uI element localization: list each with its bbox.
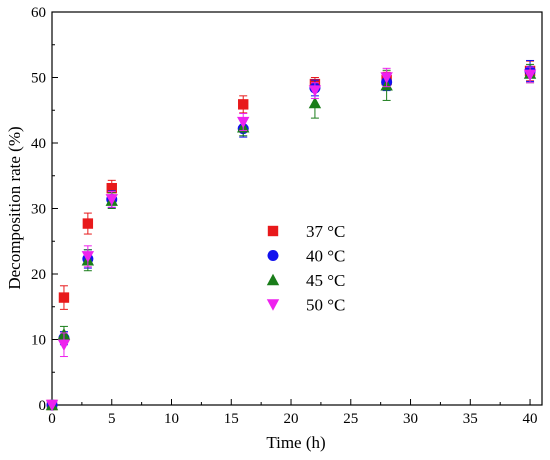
data-point	[57, 339, 71, 351]
y-tick-label: 20	[31, 267, 46, 283]
data-point	[308, 85, 322, 97]
x-tick-label: 10	[164, 411, 179, 427]
series-3	[45, 63, 537, 411]
data-point	[380, 72, 393, 84]
x-axis-label: Time (h)	[266, 433, 325, 452]
data-point	[45, 399, 59, 412]
y-tick-label: 50	[31, 71, 46, 87]
plot-frame	[51, 11, 543, 406]
x-tick-label: 35	[463, 411, 478, 427]
legend-marker	[267, 250, 279, 261]
x-tick-label: 15	[224, 411, 239, 427]
x-tick-label: 40	[523, 411, 538, 427]
data-point	[237, 116, 250, 129]
data-point	[238, 99, 249, 110]
y-tick-label: 40	[31, 136, 46, 152]
plot-axes: 0 5 10 15 20 25 30 35 40 0 10 20 30 40 50 60	[31, 5, 543, 427]
x-tick-label: 20	[284, 411, 299, 427]
data-point	[308, 96, 322, 109]
y-tick-label: 0	[39, 398, 47, 414]
data-point	[58, 292, 70, 303]
data-point	[82, 218, 94, 229]
x-tick-label: 30	[403, 411, 418, 427]
data-point	[81, 251, 95, 263]
legend-label: 45 °C	[306, 271, 345, 290]
x-tick-label: 25	[343, 411, 358, 427]
data-point	[523, 69, 537, 82]
legend-label: 37 °C	[306, 222, 345, 241]
data-point	[105, 194, 118, 206]
x-tick-label: 5	[108, 411, 116, 427]
data-marks	[45, 59, 537, 412]
legend-label: 50 °C	[306, 296, 345, 315]
legend-marker	[266, 299, 280, 311]
y-tick-label: 60	[31, 5, 46, 21]
y-tick-label: 10	[31, 333, 46, 349]
x-tick-label: 0	[48, 411, 56, 427]
legend-label: 40 °C	[306, 247, 345, 266]
legend-marker	[267, 225, 279, 237]
series-2	[46, 59, 536, 411]
series-1	[46, 60, 536, 411]
legend: 37 °C 40 °C 45 °C 50 °C	[266, 222, 345, 315]
y-axis-label: Decomposition rate (%)	[5, 126, 24, 289]
y-tick-label: 30	[31, 202, 46, 218]
data-point	[106, 182, 117, 194]
series-4	[45, 66, 537, 412]
legend-marker	[266, 273, 280, 286]
